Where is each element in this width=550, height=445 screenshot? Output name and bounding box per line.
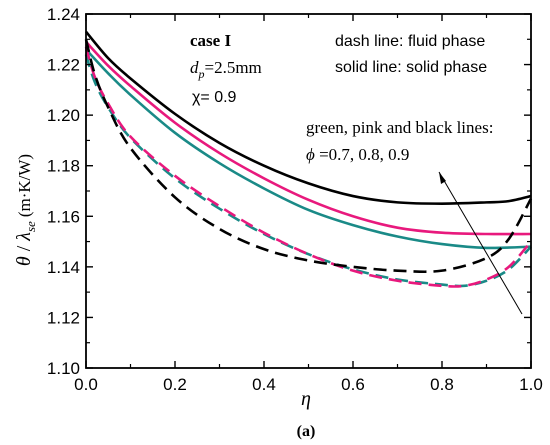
y-title-lambda: λ — [13, 232, 35, 242]
y-title-slash: / — [13, 241, 35, 257]
y-tick-label: 1.14 — [47, 258, 80, 277]
series-line-black-dash — [84, 38, 533, 274]
lines-note: green, pink and black lines: — [306, 118, 493, 137]
dp-symbol: d — [190, 58, 199, 77]
phi-note: ϕ =0.7, 0.8, 0.9 — [306, 145, 409, 164]
y-tick-label: 1.24 — [47, 5, 80, 24]
ticks-layer: 0.0 0.2 0.4 0.6 0.8 1.0 1.10 1.12 1.14 1.16 1.18 1.… — [47, 5, 543, 394]
series-line-green-solid — [85, 48, 532, 250]
y-tick-label: 1.18 — [47, 157, 80, 176]
y-tick-label: 1.16 — [47, 207, 80, 226]
y-tick-label: 1.12 — [47, 308, 80, 327]
x-tick-label: 0.6 — [341, 375, 365, 394]
case-label: case I — [190, 31, 231, 50]
solid-note: solid line: solid phase — [335, 59, 487, 76]
series-line-pink-solid — [85, 40, 532, 236]
dp-label: dp=2.5mm — [190, 58, 262, 81]
dp-value: =2.5mm — [205, 58, 262, 77]
x-tick-label: 1.0 — [519, 375, 543, 394]
x-tick-label: 0.0 — [74, 375, 98, 394]
y-title-sub: se — [23, 221, 38, 232]
y-title-theta: θ — [13, 256, 35, 266]
figure-caption: (a) — [297, 423, 316, 440]
y-tick-label: 1.10 — [47, 359, 80, 378]
chi-label: χ= 0.9 — [192, 89, 237, 106]
dp-subscript: p — [198, 67, 205, 81]
y-axis-title: θ / λse (m·K/W) — [13, 154, 38, 266]
series-line-pink-dash — [84, 46, 532, 288]
series-line-green-dash — [84, 54, 532, 288]
series-line-black-solid — [85, 30, 532, 205]
annotation-arrow — [438, 171, 523, 315]
y-title-unit: (m·K/W) — [15, 154, 34, 217]
series-layer — [84, 30, 533, 288]
y-tick-label: 1.22 — [47, 56, 80, 75]
x-tick-label: 0.8 — [430, 375, 454, 394]
x-tick-label: 0.4 — [252, 375, 276, 394]
x-tick-label: 0.2 — [163, 375, 187, 394]
y-tick-label: 1.20 — [47, 106, 80, 125]
phi-symbol: ϕ — [306, 145, 315, 164]
x-axis-title: η — [301, 388, 311, 410]
phi-values: =0.7, 0.8, 0.9 — [315, 145, 410, 164]
dash-note: dash line: fluid phase — [335, 33, 485, 50]
